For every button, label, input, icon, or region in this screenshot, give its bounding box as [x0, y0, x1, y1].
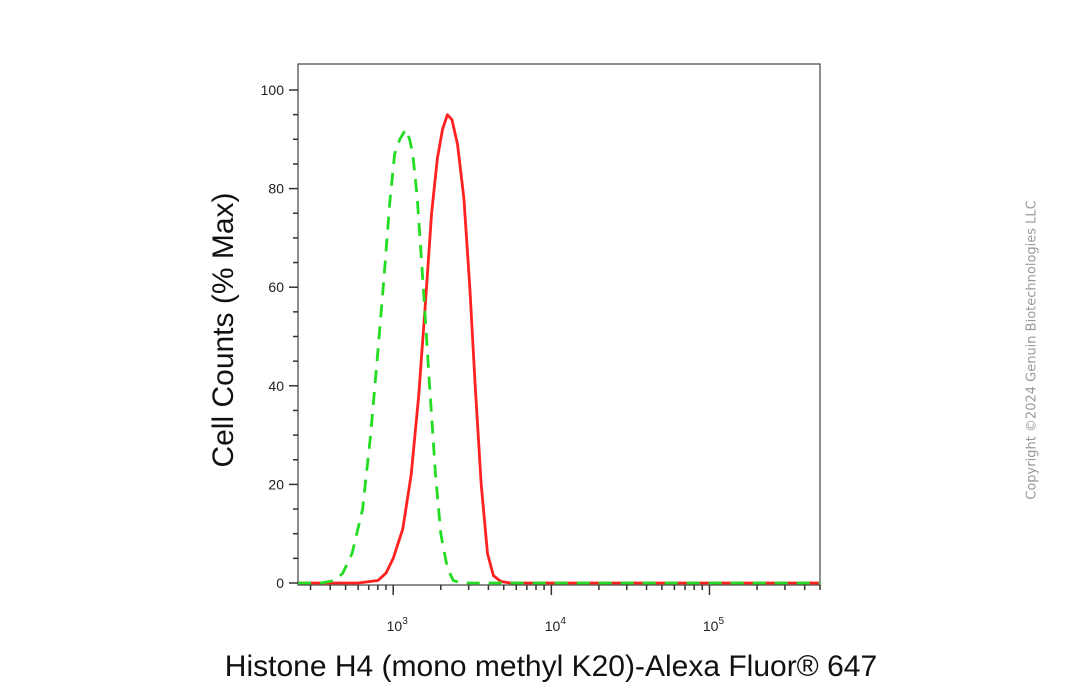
y-tick-label: 20	[268, 476, 284, 492]
x-axis: 103 104 105	[309, 585, 821, 634]
series-line-1	[298, 113, 820, 585]
x-axis-title: Histone H4 (mono methyl K20)-Alexa Fluor…	[225, 650, 877, 683]
y-tick-label: 40	[268, 378, 284, 394]
x-tick-label: 105	[703, 616, 725, 634]
x-tick-label: 104	[545, 616, 567, 634]
plot-frame	[297, 63, 821, 586]
y-tick-label: 80	[268, 181, 284, 197]
y-tick-label: 100	[261, 82, 285, 98]
copyright-watermark: Copyright ©2024 Genuin Biotechnologies L…	[1022, 175, 1042, 525]
copyright-text: Copyright ©2024 Genuin Biotechnologies L…	[1024, 200, 1040, 500]
y-axis: 0 20 40 60 80 100	[261, 82, 298, 591]
y-axis-title: Cell Counts (% Max)	[207, 192, 240, 467]
y-tick-label: 0	[276, 575, 284, 591]
y-tick-label: 60	[268, 279, 284, 295]
series-layer	[298, 113, 820, 585]
series-line-2	[298, 128, 820, 585]
x-tick-label: 103	[387, 616, 409, 634]
